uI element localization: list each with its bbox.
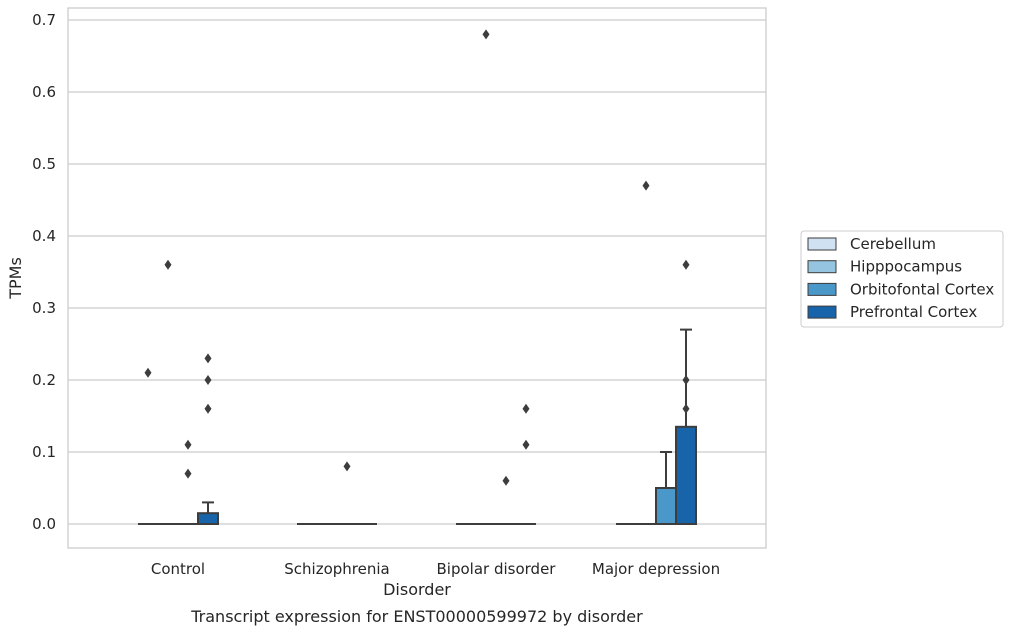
x-axis: Control Schizophrenia Bipolar disorder Majo… (151, 560, 720, 578)
outlier-point (204, 375, 212, 385)
y-tick-label: 0.0 (32, 515, 56, 533)
y-tick-label: 0.3 (32, 299, 56, 317)
outlier-point (682, 375, 690, 385)
y-tick-label: 0.7 (32, 11, 56, 29)
x-tick-label: Major depression (592, 560, 720, 578)
boxes-layer (138, 328, 697, 526)
outlier-point (184, 468, 192, 479)
legend-item: Prefrontal Cortex (807, 303, 977, 321)
legend-item: Hipppocampus (807, 258, 962, 276)
outlier-point (343, 461, 351, 472)
grid-layer (68, 19, 766, 525)
outlier-point (204, 353, 212, 364)
legend-item: Cerebellum (807, 235, 936, 253)
y-tick-label: 0.2 (32, 371, 56, 389)
y-tick-label: 0.6 (32, 83, 56, 101)
box-body (655, 487, 677, 525)
legend-frame (800, 230, 1004, 328)
outlier-point (682, 259, 690, 270)
legend-swatch (807, 260, 837, 274)
legend-label: Prefrontal Cortex (850, 303, 977, 321)
y-tick-label: 0.4 (32, 227, 56, 245)
y-tick-label: 0.5 (32, 155, 56, 173)
x-tick-label: Schizophrenia (284, 560, 389, 578)
legend-swatch (807, 237, 837, 251)
legend-swatch (807, 282, 837, 296)
outlier-point (502, 475, 510, 486)
legend-item: Orbitofontal Cortex (807, 280, 994, 298)
legend-items: Cerebellum Hipppocampus Orbitofontal Corte… (807, 235, 994, 321)
y-tick-label: 0.1 (32, 443, 56, 461)
plot-frame (67, 7, 767, 549)
legend-label: Cerebellum (850, 235, 936, 253)
box-orbitofontal-cortex (655, 451, 677, 525)
y-axis: 0.0 0.1 0.2 0.3 0.4 0.5 0.6 0.7 (32, 11, 56, 533)
box-prefrontal-cortex (197, 501, 219, 526)
x-axis-title: Disorder (383, 580, 451, 599)
legend-label: Orbitofontal Cortex (850, 280, 994, 298)
x-tick-label: Bipolar disorder (437, 560, 557, 578)
legend-label: Hipppocampus (850, 258, 962, 276)
outlier-point (682, 403, 690, 414)
legend: Cerebellum Hipppocampus Orbitofontal Corte… (800, 230, 1004, 328)
outlier-point (204, 403, 212, 414)
chart-caption: Transcript expression for ENST0000059997… (190, 607, 643, 626)
legend-swatch (807, 305, 837, 319)
outlier-point (522, 403, 530, 414)
outlier-point (522, 439, 530, 450)
box-prefrontal-cortex (675, 328, 697, 525)
outlier-point (482, 29, 490, 40)
y-axis-title: TPMs (6, 257, 25, 300)
outlier-point (184, 439, 192, 450)
box-body (197, 512, 219, 526)
outlier-point (164, 259, 172, 270)
outlier-point (642, 180, 650, 191)
outlier-point (144, 367, 152, 378)
box-body (675, 425, 697, 525)
outliers-layer (144, 29, 690, 486)
x-tick-label: Control (151, 560, 205, 578)
